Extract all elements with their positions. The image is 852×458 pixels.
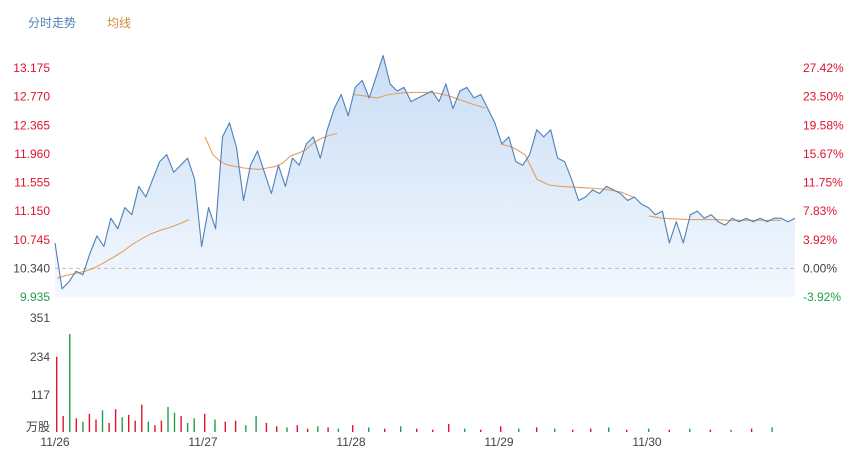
volume-bar — [154, 425, 156, 432]
volume-bar — [337, 428, 340, 432]
volume-bar — [480, 429, 482, 432]
volume-bar — [689, 428, 691, 432]
volume-bar — [572, 429, 574, 432]
volume-bar — [141, 404, 143, 432]
y-tick-right: 7.83% — [803, 204, 837, 218]
y-tick-right: 3.92% — [803, 233, 837, 247]
volume-bar — [590, 428, 592, 432]
volume-bar — [771, 427, 773, 432]
volume-bar — [214, 419, 216, 432]
y-tick-right: 0.00% — [803, 261, 837, 275]
volume-bar — [114, 409, 117, 432]
volume-bar — [193, 418, 195, 432]
volume-bar — [709, 429, 712, 432]
volume-bar — [384, 428, 386, 432]
y-tick-left: 12.770 — [13, 90, 50, 104]
volume-tick: 351 — [30, 311, 50, 325]
y-tick-left: 11.555 — [14, 176, 50, 190]
volume-bar — [464, 428, 466, 432]
volume-bar — [234, 420, 237, 432]
volume-bar — [608, 427, 610, 432]
volume-bar — [108, 422, 110, 432]
volume-bar — [400, 426, 402, 432]
volume-unit: 万股 — [26, 420, 50, 434]
volume-bar — [128, 414, 130, 432]
volume-bar — [448, 424, 450, 432]
avg-line-day-5 — [648, 215, 781, 221]
volume-bar — [306, 428, 309, 432]
volume-bar — [95, 419, 97, 432]
volume-bar — [75, 418, 77, 432]
volume-bar — [265, 422, 268, 432]
volume-bar — [69, 334, 71, 432]
volume-bar — [56, 356, 58, 432]
y-tick-left: 13.175 — [13, 61, 50, 75]
volume-bar — [255, 416, 257, 432]
volume-bar — [432, 429, 434, 432]
volume-bar — [554, 428, 556, 432]
y-tick-right: 23.50% — [803, 90, 844, 104]
legend-avg[interactable]: 均线 — [107, 16, 132, 30]
y-tick-right: 27.42% — [803, 61, 844, 75]
price-line — [54, 55, 796, 290]
volume-bar — [416, 428, 418, 432]
volume-bar — [167, 406, 169, 432]
volume-bar — [750, 428, 753, 432]
y-tick-right: 11.75% — [803, 176, 843, 190]
y-tick-left: 10.745 — [13, 233, 50, 247]
volume-bar — [88, 413, 91, 432]
volume-bar — [121, 417, 123, 432]
volume-bar — [101, 410, 104, 432]
volume-bar — [160, 420, 163, 432]
volume-bar — [245, 425, 247, 432]
avg-line-day-3 — [352, 91, 486, 109]
volume-bar — [626, 429, 628, 432]
volume-bar — [730, 429, 732, 432]
y-tick-left: 12.365 — [13, 118, 50, 132]
volume-bar — [180, 416, 182, 432]
volume-bar — [147, 421, 149, 432]
y-tick-right: 15.67% — [803, 147, 844, 161]
x-tick: 11/29 — [484, 435, 513, 449]
volume-bar — [500, 426, 502, 432]
volume-tick: 117 — [31, 388, 50, 402]
volume-bar — [173, 412, 176, 432]
y-tick-left: 11.960 — [14, 147, 50, 161]
volume-bar — [82, 421, 84, 432]
volume-bar — [224, 421, 226, 432]
volume-bar — [327, 427, 329, 432]
y-tick-right: 19.58% — [803, 118, 844, 132]
volume-bar — [276, 426, 278, 432]
legend-price[interactable]: 分时走势 — [28, 16, 77, 30]
volume-bar — [62, 416, 64, 432]
volume-bar — [536, 427, 538, 432]
y-tick-left: 10.340 — [13, 261, 50, 275]
x-tick: 11/28 — [336, 435, 365, 449]
volume-bar — [186, 422, 189, 432]
x-tick: 11/30 — [632, 435, 661, 449]
y-tick-left: 11.150 — [14, 204, 50, 218]
volume-bar — [352, 425, 354, 432]
volume-bar — [317, 426, 319, 432]
volume-tick: 234 — [30, 350, 50, 364]
volume-bar — [668, 429, 670, 432]
volume-bar — [368, 427, 370, 432]
volume-bar — [286, 427, 288, 432]
volume-bar — [648, 428, 650, 432]
volume-bar — [518, 428, 520, 432]
price-area — [55, 55, 795, 297]
y-tick-left: 9.935 — [20, 290, 50, 304]
volume-bar — [134, 420, 136, 432]
avg-line-day-4 — [500, 143, 634, 198]
y-tick-right: -3.92% — [803, 290, 841, 304]
x-tick: 11/27 — [188, 435, 217, 449]
x-tick: 11/26 — [40, 435, 69, 449]
volume-bar — [296, 425, 298, 432]
volume-bar — [204, 413, 206, 432]
